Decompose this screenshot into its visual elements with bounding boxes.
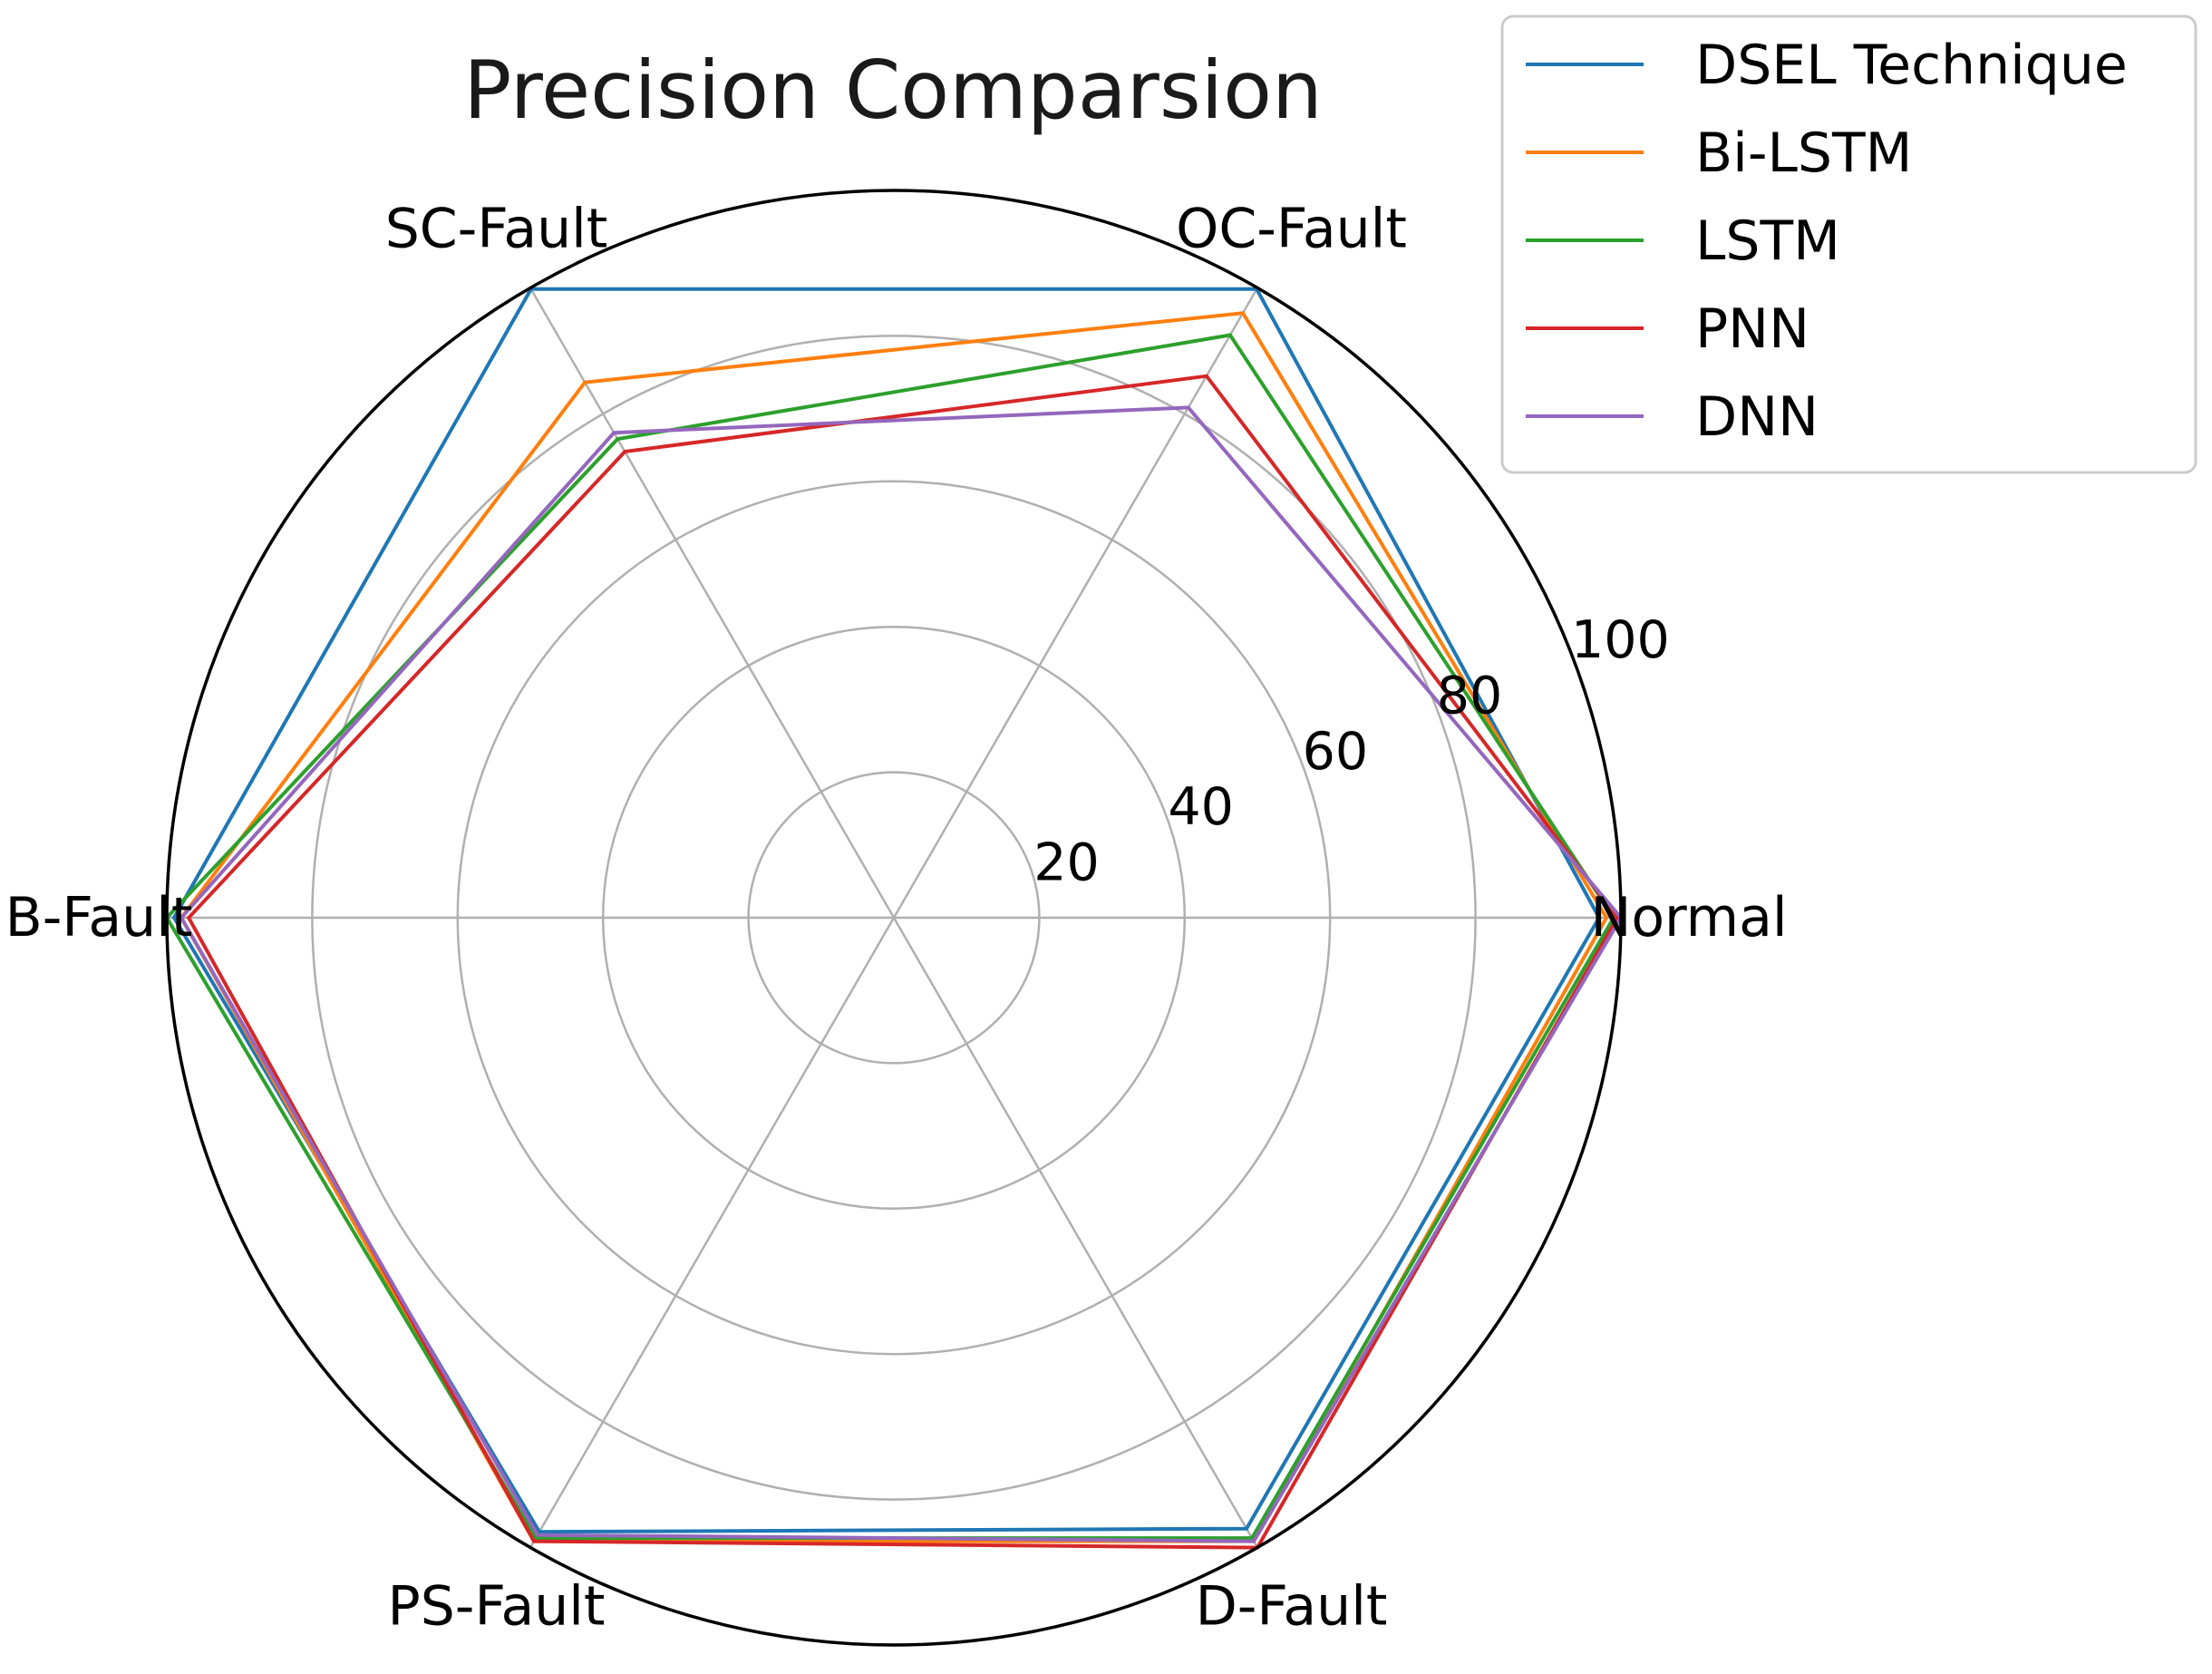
series-pnn bbox=[186, 374, 1620, 1550]
spoke-sc-fault bbox=[529, 287, 896, 919]
category-label-sc-fault: SC-Fault bbox=[385, 197, 608, 260]
radial-tick-labels: 20 40 60 80 100 bbox=[1033, 610, 1670, 893]
category-label-d-fault: D-Fault bbox=[1196, 1575, 1388, 1639]
category-label-ps-fault: PS-Fault bbox=[388, 1575, 606, 1639]
radar-outer-frame bbox=[165, 189, 1623, 1647]
series-dsel-technique bbox=[171, 287, 1602, 1534]
legend-item-bi-lstm: Bi-LSTM bbox=[1526, 122, 1912, 185]
legend-label-bi-lstm: Bi-LSTM bbox=[1695, 122, 1912, 185]
series-line-dnn bbox=[179, 405, 1624, 1543]
legend-label-dnn: DNN bbox=[1695, 385, 1819, 449]
r-tick-label-20: 20 bbox=[1033, 833, 1100, 893]
series-line-lstm bbox=[164, 333, 1616, 1541]
series-line-pnn bbox=[186, 374, 1620, 1550]
category-labels: Normal OC-Fault SC-Fault B-Fault PS-Fault D-F… bbox=[5, 197, 1788, 1638]
legend-label-lstm: LSTM bbox=[1695, 209, 1840, 273]
legend: DSEL Technique Bi-LSTM LSTM PNN DNN bbox=[1500, 15, 2197, 474]
category-label-normal: Normal bbox=[1590, 886, 1787, 949]
r-tick-label-100: 100 bbox=[1571, 610, 1670, 670]
r-tick-label-60: 60 bbox=[1303, 722, 1369, 782]
series-line-dsel-technique bbox=[171, 287, 1602, 1534]
radar-grid bbox=[165, 189, 1623, 1647]
legend-label-pnn: PNN bbox=[1695, 297, 1809, 361]
r-tick-label-40: 40 bbox=[1168, 777, 1234, 837]
legend-label-dsel-technique: DSEL Technique bbox=[1695, 34, 2128, 97]
legend-frame bbox=[1500, 15, 2197, 474]
spoke-ps-fault bbox=[529, 917, 896, 1549]
spoke-oc-fault bbox=[892, 287, 1259, 919]
spoke-d-fault bbox=[892, 917, 1259, 1549]
legend-item-dsel-technique: DSEL Technique bbox=[1526, 34, 2128, 97]
legend-item-dnn: DNN bbox=[1526, 385, 1819, 449]
legend-item-lstm: LSTM bbox=[1526, 209, 1840, 273]
series-dnn bbox=[179, 405, 1624, 1543]
chart-title: Precision Comparsion bbox=[463, 44, 1323, 137]
series-line-bi-lstm bbox=[179, 311, 1609, 1543]
category-label-oc-fault: OC-Fault bbox=[1176, 197, 1407, 260]
series-bi-lstm bbox=[179, 311, 1609, 1543]
legend-item-pnn: PNN bbox=[1526, 297, 1809, 361]
category-label-b-fault: B-Fault bbox=[5, 886, 193, 949]
series-lstm bbox=[164, 333, 1616, 1541]
r-tick-label-80: 80 bbox=[1437, 666, 1503, 725]
